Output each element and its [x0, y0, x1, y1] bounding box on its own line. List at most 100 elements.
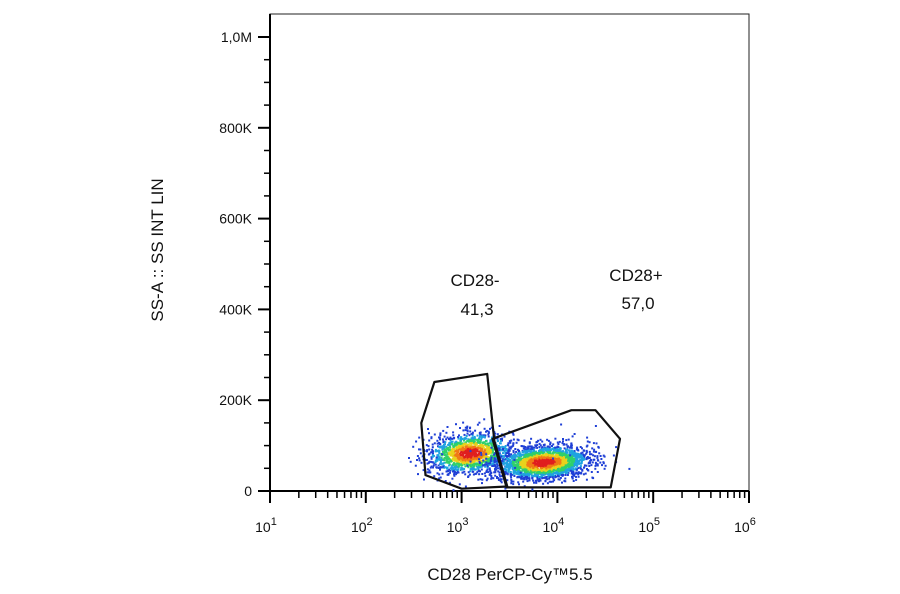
y-tick-label: 0: [244, 483, 252, 499]
event-dot: [517, 471, 520, 474]
event-dot: [456, 443, 458, 446]
event-dot: [452, 453, 455, 456]
event-dot: [517, 472, 520, 475]
event-dot: [529, 466, 532, 469]
event-dot: [458, 458, 461, 461]
event-dot: [505, 462, 508, 465]
gate-polygon[interactable]: [491, 409, 622, 489]
event-dot: [547, 460, 550, 463]
event-dot: [559, 461, 562, 464]
event-dot: [467, 440, 470, 442]
event-dot: [575, 453, 578, 456]
x-tick-label: 102: [351, 516, 373, 535]
event-dot: [464, 454, 467, 457]
event-dot: [510, 445, 513, 448]
event-dot: [560, 471, 563, 474]
event-dot: [499, 478, 502, 481]
event-dot: [551, 476, 554, 479]
event-dot: [467, 475, 470, 478]
event-dot: [557, 459, 560, 462]
event-dot: [488, 447, 491, 450]
event-dot: [419, 448, 422, 451]
event-dot: [493, 457, 496, 460]
event-dot: [568, 469, 571, 472]
event-dot: [529, 445, 531, 448]
event-dot: [547, 471, 550, 474]
event-dot: [577, 449, 580, 452]
event-dot: [461, 462, 464, 465]
event-dot: [445, 461, 448, 464]
event-dot: [439, 438, 441, 441]
event-dot: [559, 459, 562, 462]
event-dot: [556, 472, 559, 475]
event-dot: [478, 445, 481, 448]
x-axis-title: CD28 PerCP-Cy™5.5: [427, 565, 592, 584]
gate-label-cd28-positive-name: CD28+: [609, 266, 662, 285]
event-dot: [480, 453, 483, 456]
event-dot: [478, 463, 481, 466]
event-dot: [447, 456, 450, 459]
event-dot: [470, 451, 473, 454]
event-dot: [510, 439, 513, 442]
event-dot: [425, 444, 428, 447]
event-dot: [576, 472, 579, 475]
event-dot: [588, 465, 591, 467]
x-tick-label-exponent: 5: [654, 516, 660, 528]
event-dot: [461, 471, 464, 474]
event-dot: [507, 451, 510, 454]
event-dot: [435, 456, 438, 459]
event-dot: [457, 442, 460, 444]
event-dot: [576, 446, 579, 449]
event-dot: [494, 468, 496, 471]
event-dot: [482, 453, 485, 456]
event-dot: [416, 455, 419, 457]
event-dot: [526, 453, 529, 456]
event-dot: [439, 434, 442, 437]
event-dot: [575, 462, 578, 465]
event-dot: [551, 468, 553, 471]
event-dot: [441, 438, 444, 441]
event-dot: [571, 453, 574, 456]
event-dot: [489, 442, 492, 445]
event-dot: [522, 445, 525, 448]
event-dot: [556, 445, 559, 448]
event-dot: [528, 468, 530, 470]
event-dot: [512, 455, 515, 458]
event-dot: [461, 454, 464, 457]
event-dot: [564, 459, 567, 462]
event-dot: [483, 435, 485, 438]
event-dot: [547, 466, 550, 469]
event-dot: [563, 466, 566, 469]
event-dot: [474, 444, 477, 447]
event-dot: [561, 481, 563, 484]
event-dot: [573, 462, 576, 465]
event-dot: [536, 456, 539, 459]
event-dot: [480, 438, 483, 441]
event-dot: [554, 462, 557, 465]
event-dot: [579, 458, 582, 461]
event-dot: [542, 474, 544, 476]
event-dot: [536, 440, 539, 443]
event-dot: [548, 454, 551, 457]
event-dot: [509, 471, 512, 473]
event-dot: [483, 472, 486, 475]
event-dot: [468, 434, 471, 437]
event-dot: [482, 434, 485, 437]
event-dot: [474, 462, 477, 465]
event-dot: [560, 467, 563, 470]
event-dot: [573, 457, 576, 460]
event-dot: [477, 478, 480, 481]
event-dot: [529, 456, 532, 459]
event-dot: [567, 454, 570, 457]
event-dot: [588, 450, 591, 453]
event-dot: [446, 436, 449, 439]
event-dot: [486, 443, 489, 446]
event-dot: [541, 440, 544, 443]
gate-polygon[interactable]: [420, 372, 509, 490]
event-dot: [592, 454, 595, 457]
event-dot: [455, 455, 457, 458]
event-dot: [493, 455, 496, 458]
event-dot: [548, 474, 551, 477]
event-dot: [488, 460, 491, 463]
event-dot: [532, 465, 535, 468]
